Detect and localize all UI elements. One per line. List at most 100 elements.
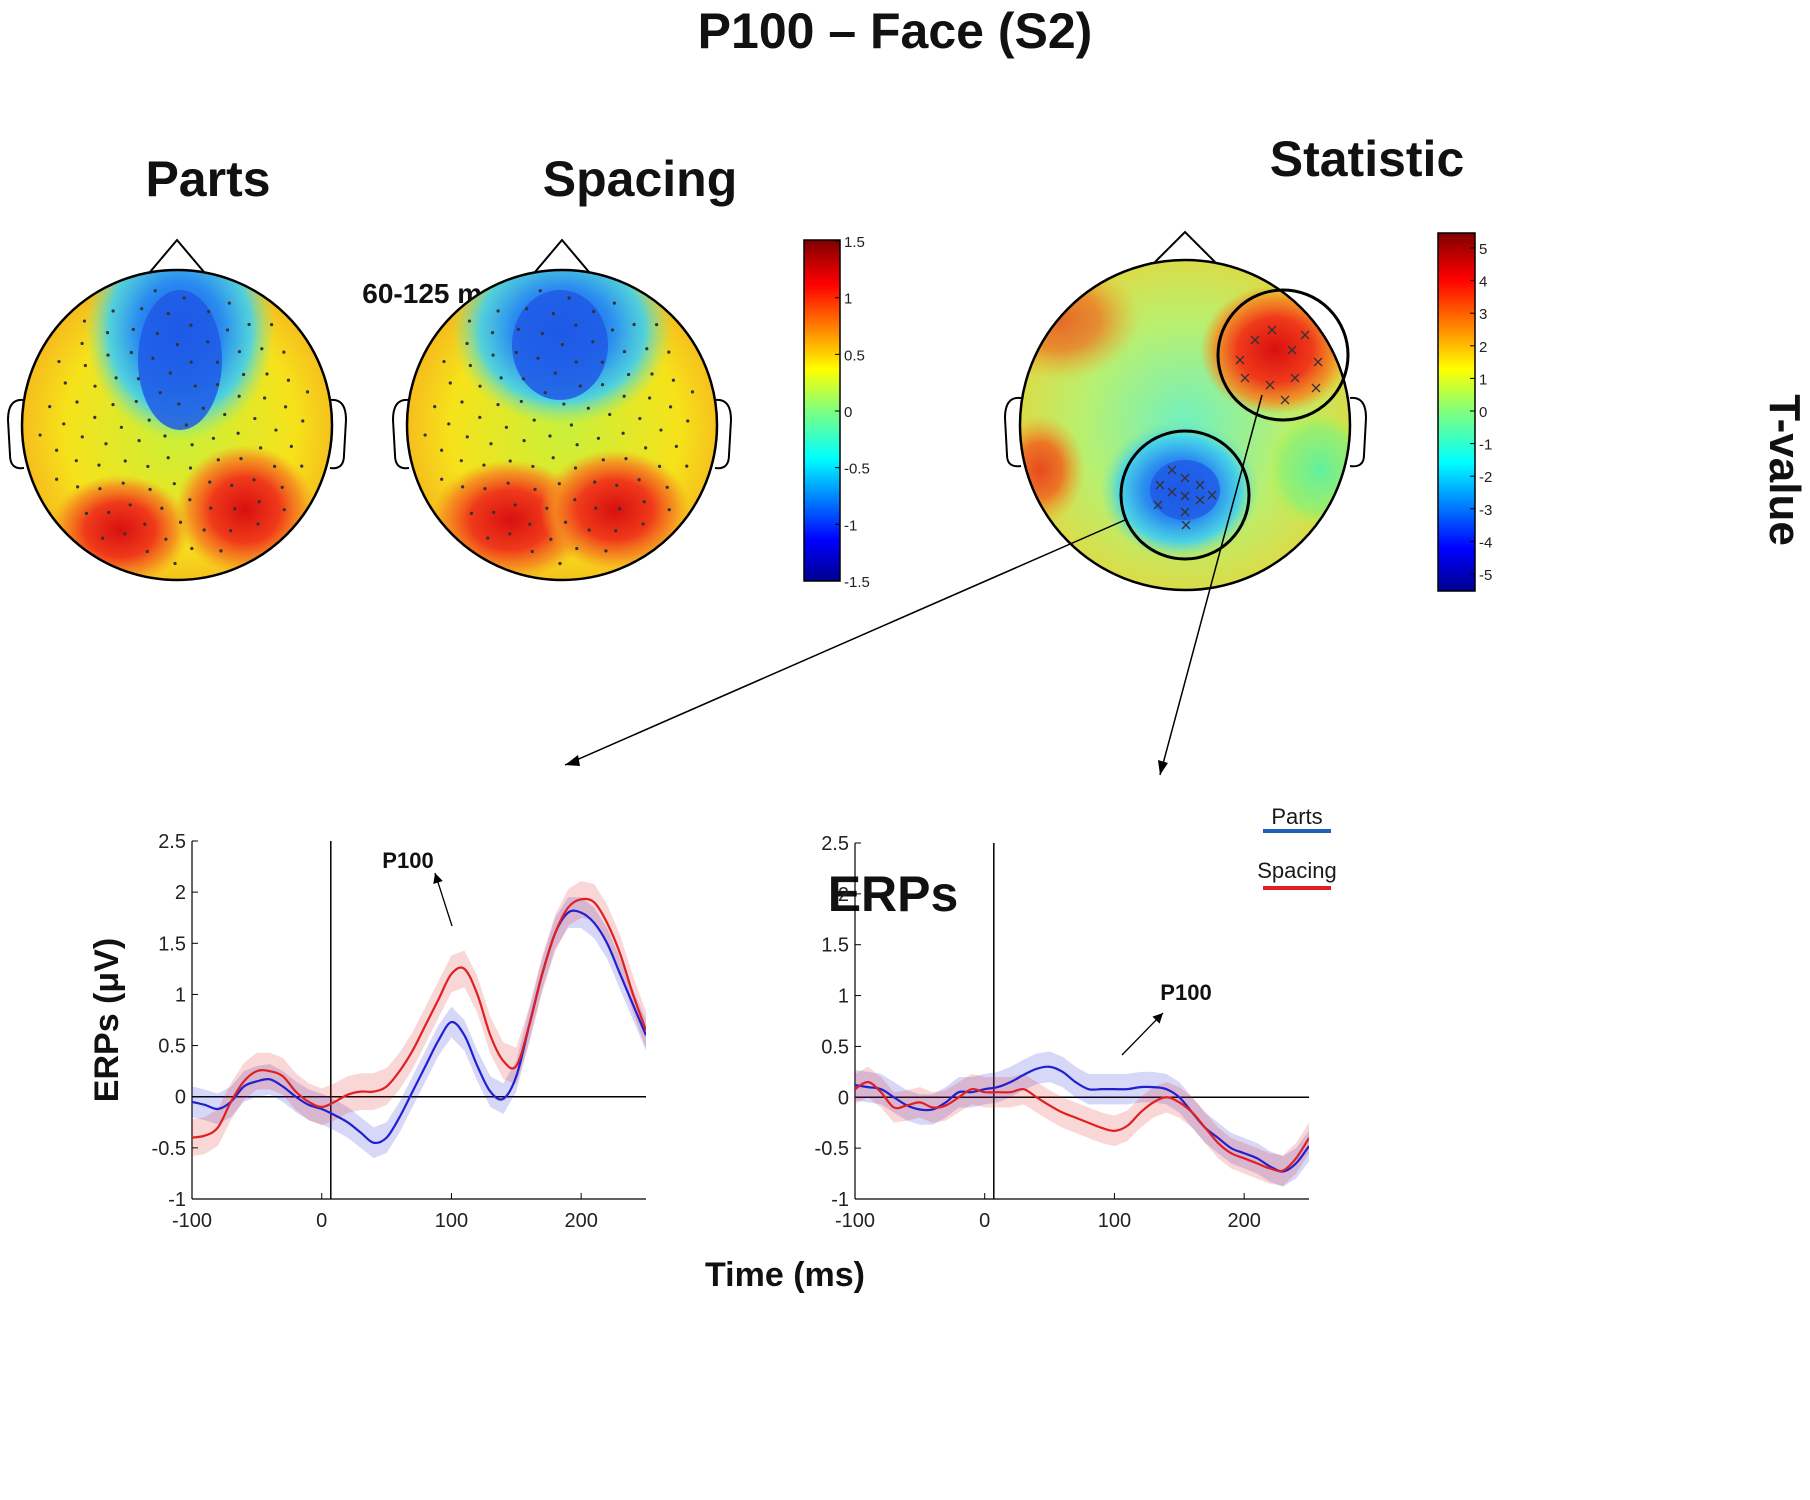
error-band-parts [192,897,646,1159]
electrode-dot [80,435,84,439]
electrode-dot [107,510,111,514]
series-line-spacing [192,897,646,1139]
electrode-dot [164,537,168,541]
electrode-dot [548,434,552,438]
colorbar-tvalue: 5 4 3 2 1 0 -1 -2 -3 -4 -5 [1437,232,1492,592]
colorbar-tick-label: 2 [1479,339,1487,356]
parts-electrodes [38,289,310,566]
electrode-dot [573,498,577,502]
electrode-dot [469,511,474,516]
legend-spacing-label: Spacing [1257,858,1337,883]
cluster-x-marker [1287,345,1297,355]
colorbar-tick-label: 3 [1479,306,1487,323]
electrode-dot [84,511,89,516]
spacing-title: Spacing [542,151,738,207]
electrode-dot [143,522,147,526]
electrode-dot [667,508,671,512]
electrode-dot [76,485,80,489]
p100-annotation: P100 [382,848,433,873]
cluster-x-marker [1240,373,1250,383]
electrode-dot [62,422,66,426]
pointer-arrows [564,394,1263,776]
electrode-dot [215,383,220,387]
electrode-dot [131,327,135,331]
electrode-dot [63,381,67,385]
electrode-dot [543,391,547,395]
electrode-dot [104,442,108,446]
y-tick-label: -1 [831,1189,849,1211]
erp-plot-left: 2.5 2 1.5 1 0.5 0 -0.5 -1-100 0 100 200 P100 [152,831,646,1232]
electrode-dot [551,312,555,316]
electrode-dot [137,439,141,443]
electrode-dot [459,459,463,463]
electrode-dot [591,340,595,344]
colorbar-tick-label: 0.5 [844,347,865,364]
electrode-dot [145,549,149,554]
electrode-dot [521,377,526,381]
electrode-dot [489,442,493,446]
electrode-dot [128,503,132,507]
electrode-dot [596,436,601,440]
x-tick-label: -100 [172,1210,212,1232]
y-tick-label: 1 [838,986,849,1008]
colorbar-tick-label: 1.5 [844,234,865,251]
electrode-dot [563,520,568,524]
electrode-dot [256,522,260,526]
electrode-dot [533,487,537,491]
cluster-x-marker [1280,395,1290,405]
electrode-dot [55,448,59,452]
electrode-dot [637,478,641,482]
electrode-dot [626,372,631,377]
statistic-topomap [1003,230,1368,592]
electrode-dot [269,323,274,327]
electrode-dot [229,529,233,533]
electrode-dot [223,412,227,417]
y-tick-label: 0.5 [158,1036,186,1058]
electrode-dot [600,383,605,387]
parts-title: Parts [145,151,271,207]
electrode-dot [111,402,115,407]
electrode-dot [592,309,596,314]
series-line-parts [192,909,646,1145]
spacing-ear-left [391,398,410,470]
electrode-dot [467,319,472,323]
electrode-dot [538,289,542,293]
electrode-dot [569,423,574,427]
electrode-dot [193,384,197,388]
p100-arrowhead [1152,1013,1163,1024]
electrode-dot [574,360,578,364]
legend: Parts Spacing [1257,804,1337,890]
electrode-dot [208,480,212,484]
parts-ear-left [6,398,25,470]
electrode-dot [282,508,286,512]
electrode-dot [586,406,590,410]
electrode-dot [573,466,578,470]
parts-ear-right [329,398,348,470]
electrode-dot [465,341,469,346]
colorbar-tick-label: -2 [1479,469,1492,486]
electrode-dot [153,289,157,293]
electrode-dot [201,406,205,410]
cluster-x-marker [1267,325,1277,335]
electrode-dot [93,415,97,419]
electrode-dot [575,546,579,551]
electrode-dot [665,485,669,489]
y-tick-label: 1 [175,984,186,1006]
electrode-dot [215,360,219,364]
electrode-dot [528,522,532,526]
spacing-nose [534,238,590,273]
electrode-dot [207,309,211,314]
electrode-dot [227,301,231,305]
electrode-dot [612,301,616,305]
spacing-topomap [391,238,733,582]
statistic-title: Statistic [1269,131,1465,187]
y-tick-label: 2 [175,882,186,904]
electrode-dot [247,322,251,327]
electrode-dot [111,309,115,313]
electrode-dot [659,428,663,432]
electrode-dot [259,446,263,450]
colorbar-tick-label: -4 [1479,534,1492,551]
electrode-dot [241,372,246,377]
electrode-dot [260,347,264,351]
